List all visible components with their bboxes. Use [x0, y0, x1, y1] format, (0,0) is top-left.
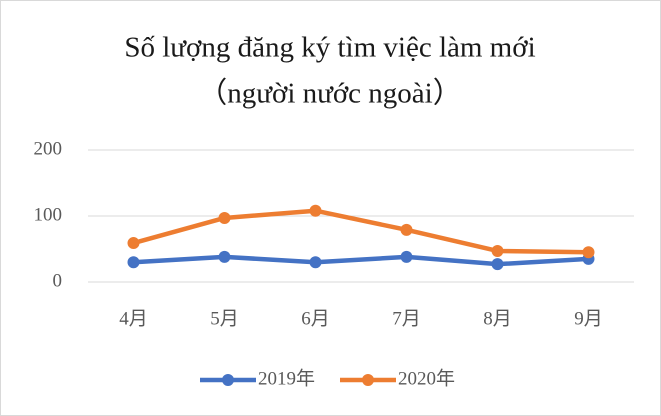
x-tick-label: 9月	[574, 308, 603, 329]
point	[491, 244, 504, 257]
point	[127, 237, 140, 250]
x-tick-label: 8月	[483, 308, 512, 329]
legend-label: 2020年	[398, 367, 455, 389]
point	[582, 246, 595, 259]
chart-subtitle: （người nước ngoài）	[198, 78, 461, 110]
point	[400, 223, 413, 236]
legend-label: 2019年	[258, 367, 315, 389]
x-tick-label: 7月	[392, 308, 421, 329]
legend-marker	[362, 374, 374, 386]
series-line	[131, 208, 591, 255]
x-tick-label: 6月	[301, 308, 330, 329]
x-tick-label: 4月	[119, 308, 148, 329]
y-tick-label: 200	[34, 138, 63, 159]
point	[218, 211, 231, 224]
point	[218, 250, 231, 263]
point	[309, 204, 322, 217]
point	[127, 256, 140, 269]
y-tick-label: 100	[34, 204, 63, 225]
point	[491, 258, 504, 271]
legend-marker	[222, 374, 234, 386]
point	[400, 250, 413, 263]
series-line	[131, 254, 591, 267]
x-tick-label: 5月	[210, 308, 239, 329]
y-tick-label: 0	[53, 270, 63, 291]
point	[309, 256, 322, 269]
chart-title: Số lượng đăng ký tìm việc làm mới	[124, 32, 535, 64]
